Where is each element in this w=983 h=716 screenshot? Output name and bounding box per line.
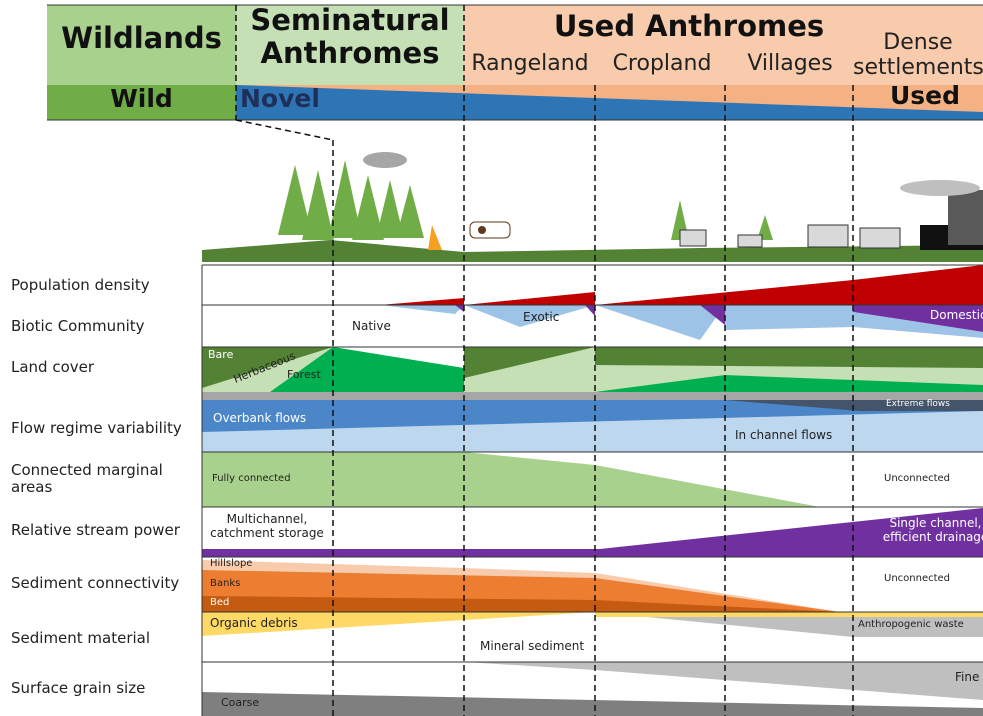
note: Coarse bbox=[221, 697, 259, 710]
note: Anthropogenic waste bbox=[858, 619, 964, 631]
connector bbox=[236, 120, 333, 140]
note: Banks bbox=[210, 578, 240, 590]
subgroup: Rangeland bbox=[464, 51, 596, 76]
note: In channel flows bbox=[735, 429, 832, 443]
row-label: Flow regime variability bbox=[11, 420, 182, 437]
note: Unconnected bbox=[884, 573, 950, 585]
note: Single channel, efficient drainage bbox=[878, 517, 983, 545]
landscape bbox=[202, 152, 983, 262]
note: Hillslope bbox=[210, 558, 252, 570]
note: Forest bbox=[287, 369, 321, 382]
note: Bed bbox=[210, 597, 229, 609]
note: Unconnected bbox=[884, 473, 950, 485]
row-label: Biotic Community bbox=[11, 318, 145, 335]
group-title: Used Anthromes bbox=[464, 10, 914, 43]
note: Multichannel, catchment storage bbox=[205, 513, 329, 541]
row-label: Population density bbox=[11, 277, 150, 294]
row-label: Land cover bbox=[11, 359, 94, 376]
row-label: Relative stream power bbox=[11, 522, 180, 539]
row-label: Surface grain size bbox=[11, 680, 145, 697]
group-title: Seminatural Anthromes bbox=[236, 4, 464, 71]
note: Extreme flows bbox=[886, 399, 950, 409]
note: Fully connected bbox=[212, 473, 291, 485]
note: Organic debris bbox=[210, 617, 298, 631]
panel-fills bbox=[202, 265, 983, 716]
group-title: Wildlands bbox=[47, 22, 236, 55]
gradient-label: Novel bbox=[240, 85, 320, 114]
note: Bare bbox=[208, 349, 233, 362]
note: Domestic bbox=[930, 309, 983, 323]
note: Native bbox=[352, 320, 391, 334]
note: Overbank flows bbox=[213, 412, 306, 426]
subgroup: Cropland bbox=[600, 51, 724, 76]
note: Fine bbox=[955, 671, 979, 685]
row-label: Sediment material bbox=[11, 630, 150, 647]
note: Exotic bbox=[523, 311, 559, 325]
subgroup: Villages bbox=[730, 51, 850, 76]
note: Mineral sediment bbox=[480, 640, 584, 654]
row-label: Sediment connectivity bbox=[11, 575, 179, 592]
row-label: Connected marginal areas bbox=[11, 462, 186, 497]
gradient-label: Used bbox=[890, 82, 960, 111]
subgroup: Dense settlements bbox=[853, 30, 983, 81]
page: Wildlands Seminatural Anthromes Used Ant… bbox=[0, 0, 983, 716]
gradient-label: Wild bbox=[47, 85, 236, 114]
